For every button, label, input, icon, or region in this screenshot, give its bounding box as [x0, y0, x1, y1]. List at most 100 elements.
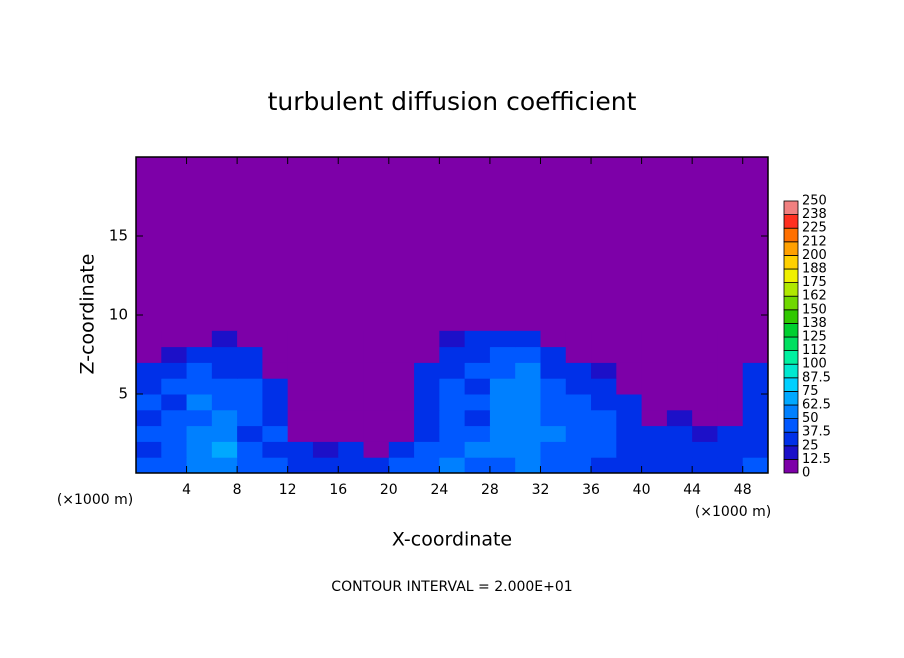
- colorbar-box: [783, 309, 799, 324]
- heat-cell: [136, 362, 162, 379]
- heat-cell: [464, 330, 491, 348]
- heat-cell: [692, 441, 718, 458]
- heat-cell: [515, 425, 541, 442]
- heat-cell: [186, 394, 213, 411]
- colorbar-label: 100: [802, 357, 827, 372]
- heat-cell: [161, 362, 188, 379]
- heat-cell: [641, 441, 668, 458]
- heat-cell: [666, 346, 693, 363]
- heat-cell: [717, 425, 744, 442]
- heat-cell: [489, 394, 516, 411]
- heat-cell: [464, 425, 491, 442]
- heat-cell: [338, 346, 365, 363]
- heat-cell: [616, 378, 643, 395]
- heat-cell: [666, 394, 693, 411]
- heat-cell: [616, 330, 643, 348]
- heat-cell: [666, 362, 693, 379]
- heat-cell: [363, 346, 390, 363]
- heat-cell: [414, 362, 440, 379]
- heat-cell: [388, 441, 415, 458]
- heat-cell: [666, 441, 693, 458]
- heat-cell: [388, 378, 415, 395]
- heat-cell: [211, 394, 238, 411]
- heat-cell: [439, 346, 466, 363]
- chart-title: turbulent diffusion coefficient: [268, 87, 637, 116]
- heat-cell: [287, 394, 314, 411]
- colorbar-box: [783, 363, 799, 379]
- colorbar-box: [783, 214, 799, 229]
- heat-cell: [186, 409, 213, 427]
- colorbar-label: 162: [802, 289, 827, 304]
- heat-cell: [540, 346, 567, 363]
- heat-cell: [742, 409, 769, 427]
- heat-cell: [515, 330, 541, 348]
- colorbar-box: [783, 350, 799, 365]
- x-tick-label: 48: [734, 482, 752, 498]
- heat-cell: [211, 425, 238, 442]
- colorbar-label: 75: [802, 384, 819, 399]
- heat-cell: [237, 362, 263, 379]
- heat-cell: [717, 378, 744, 395]
- heat-cell: [136, 457, 162, 474]
- heat-cell: [287, 362, 314, 379]
- heat-cell: [489, 378, 516, 395]
- heat-cell: [540, 378, 567, 395]
- heat-cell: [186, 457, 213, 474]
- heat-cell: [338, 330, 365, 348]
- colorbar-box: [783, 445, 799, 460]
- colorbar-label: 50: [802, 411, 819, 426]
- heat-cell: [363, 394, 390, 411]
- colorbar-label: 125: [802, 330, 827, 345]
- heat-cell: [338, 457, 365, 474]
- colorbar-box: [783, 322, 799, 338]
- heat-cell: [237, 425, 263, 442]
- heat-cell: [692, 378, 718, 395]
- heat-cell: [237, 378, 263, 395]
- colorbar-label: 0: [802, 466, 810, 481]
- heat-cell: [262, 378, 289, 395]
- heat-cell: [464, 378, 491, 395]
- heat-cell: [692, 346, 718, 363]
- heat-cell: [489, 457, 516, 474]
- heat-cell: [641, 330, 668, 348]
- heat-cell: [641, 425, 668, 442]
- heat-cell: [515, 441, 541, 458]
- heat-cell: [161, 457, 188, 474]
- colorbar-box: [783, 227, 799, 243]
- x-tick-label: 32: [532, 482, 550, 498]
- heat-cell: [338, 409, 365, 427]
- heat-cell: [641, 346, 668, 363]
- heat-cell: [616, 394, 643, 411]
- heat-cell: [161, 330, 188, 348]
- heat-cell: [262, 441, 289, 458]
- heat-cell: [439, 441, 466, 458]
- heat-cell: [287, 346, 314, 363]
- heat-cell: [312, 425, 339, 442]
- heat-cell: [211, 362, 238, 379]
- heat-cell: [565, 330, 592, 348]
- colorbar-box: [783, 404, 799, 420]
- heat-cell: [439, 425, 466, 442]
- heat-cell: [489, 425, 516, 442]
- heat-cell: [414, 330, 440, 348]
- x-tick-label: 12: [279, 482, 297, 498]
- colorbar-label: 87.5: [802, 370, 831, 385]
- heat-cell: [439, 409, 466, 427]
- heat-cell: [262, 346, 289, 363]
- colorbar-box: [783, 254, 799, 270]
- colorbar-label: 188: [802, 262, 827, 277]
- heat-cell: [742, 394, 769, 411]
- heat-cell: [388, 394, 415, 411]
- heat-cell: [565, 378, 592, 395]
- heat-cell: [641, 378, 668, 395]
- colorbar-box: [783, 390, 799, 406]
- heat-cell: [338, 441, 365, 458]
- contour-note: CONTOUR INTERVAL = 2.000E+01: [331, 579, 572, 595]
- heat-cell: [717, 409, 744, 427]
- heat-cell: [591, 378, 617, 395]
- heat-cell: [666, 330, 693, 348]
- heat-cell: [692, 457, 718, 474]
- x-tick-label: 36: [582, 482, 600, 498]
- heat-cell: [211, 330, 238, 348]
